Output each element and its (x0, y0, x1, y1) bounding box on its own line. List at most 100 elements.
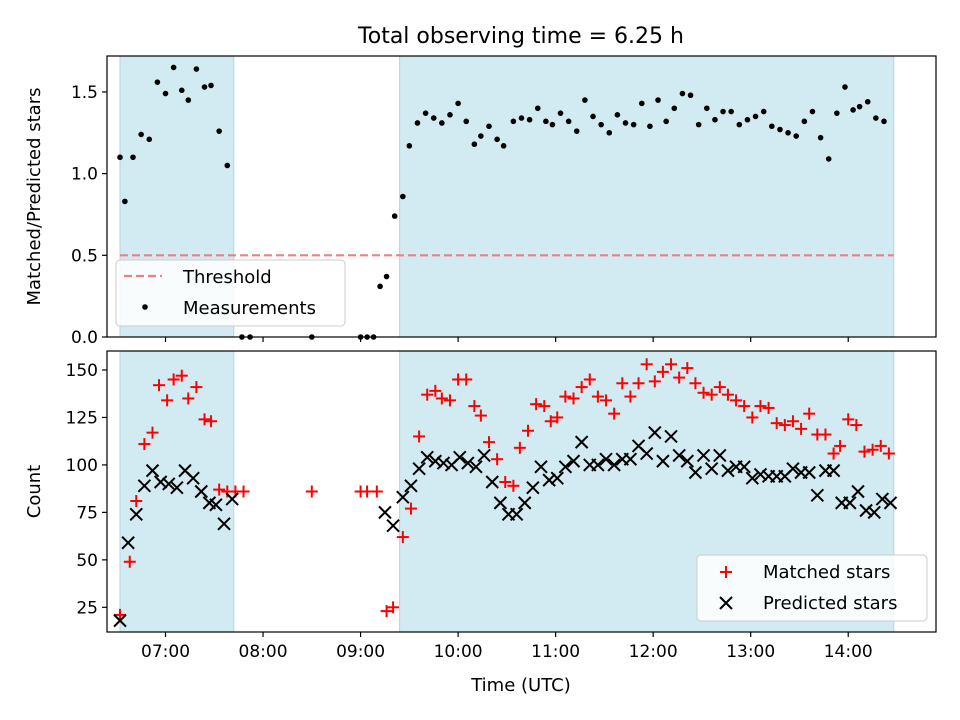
matched-stars-point (778, 419, 791, 432)
matched-stars-point (730, 394, 743, 407)
matched-stars-point (380, 605, 393, 618)
matched-stars-point (632, 377, 645, 390)
measurement-point (549, 121, 556, 128)
matched-stars-point (522, 424, 535, 437)
measurements-legend-swatch (142, 304, 148, 310)
measurement-point (736, 121, 743, 128)
measurement-point (216, 128, 222, 134)
matched-stars-point (746, 411, 759, 424)
matched-stars-point (130, 494, 143, 507)
measurement-point (439, 120, 445, 126)
predicted-stars-point (428, 454, 443, 468)
matched-stars-point (491, 453, 504, 466)
matched-stars-point (721, 388, 734, 401)
measurement-point (138, 131, 144, 138)
matched-stars-point (624, 390, 637, 403)
predicted-stars-point (639, 446, 654, 461)
matched-stars-point (482, 436, 495, 449)
measurement-point (193, 66, 200, 72)
measurement-point (663, 118, 669, 125)
x-tick-label: 09:00 (336, 642, 385, 662)
measurement-point (825, 156, 832, 162)
y-tick-label: 125 (66, 408, 98, 428)
predicted-stars-point (656, 454, 670, 468)
measurement-point (518, 115, 525, 121)
measurement-point (391, 213, 398, 219)
predicted-stars-point (225, 492, 239, 506)
predicted-stars-legend-swatch (719, 596, 733, 610)
matched-stars-point (396, 531, 409, 544)
measurement-point (842, 84, 848, 90)
matched-stars-point (507, 479, 520, 492)
measurement-point (687, 92, 694, 99)
measurement-point (478, 133, 484, 139)
predicted-stars-legend-label: Predicted stars (763, 593, 897, 614)
measurement-point (850, 107, 856, 113)
matched-stars-point (474, 409, 487, 422)
measurement-point (510, 118, 517, 125)
measurement-point (422, 110, 429, 116)
x-tick-label: 12:00 (629, 642, 678, 662)
predicted-stars-point (607, 458, 621, 472)
measurement-point (614, 112, 621, 118)
measurement-point (695, 121, 702, 128)
predicted-stars-point (859, 503, 873, 518)
measurement-point (728, 108, 734, 115)
measurement-point (178, 87, 185, 94)
matched-stars-point (544, 415, 557, 428)
predicted-stars-point (469, 460, 483, 474)
measurement-point (201, 84, 208, 90)
matched-stars-point (640, 358, 653, 371)
predicted-stars-point (386, 518, 400, 533)
measurement-point (744, 116, 751, 123)
matched-stars-point (198, 413, 211, 426)
chart-title: Total observing time = 6.25 h (357, 24, 684, 49)
matched-stars-point (167, 373, 180, 386)
predicted-stars-point (558, 460, 573, 474)
predicted-stars-point (420, 450, 434, 465)
predicted-stars-point (550, 471, 564, 485)
ratio-panel: 0.0 0.5 1.0 1.5 Matched/Predicted stars Thr… (24, 55, 937, 348)
matched-stars-point (738, 400, 751, 413)
legend-box (115, 259, 346, 327)
matched-stars-point (754, 400, 767, 413)
measurement-point (647, 123, 653, 130)
predicted-stars-point (453, 450, 467, 465)
predicted-stars-point (170, 480, 184, 495)
matched-stars-point (858, 445, 871, 458)
y-tick-label: 50 (76, 551, 98, 571)
measurement-point (864, 98, 871, 105)
matched-stars-point (834, 439, 847, 452)
matched-stars-point (697, 386, 710, 399)
matched-stars-point (138, 438, 151, 451)
measurement-point (769, 123, 775, 130)
matched-stars-point (421, 388, 434, 401)
observing-window-band (399, 55, 895, 338)
measurement-point (809, 108, 816, 115)
measurement-point (130, 154, 136, 161)
predicted-stars-point (493, 496, 508, 510)
measurement-point (679, 90, 686, 97)
count-panel-legend: Matched stars Predicted stars (696, 554, 928, 622)
y-tick-label: 1.5 (71, 83, 98, 103)
matched-stars-point (608, 407, 621, 420)
matched-stars-point (648, 375, 661, 388)
measurement-point (598, 121, 604, 128)
predicted-stars-point (209, 498, 223, 512)
matched-stars-point (827, 447, 840, 460)
matched-stars-point (803, 407, 816, 420)
measurement-point (720, 108, 726, 115)
predicted-stars-point (153, 475, 168, 489)
observing-window-band (119, 350, 235, 633)
legend-box (696, 554, 928, 622)
predicted-stars-point (574, 435, 589, 449)
measurement-point (463, 118, 470, 125)
count-panel-y-axis-label: Count (24, 465, 45, 518)
measurement-point (455, 100, 461, 107)
x-tick-label: 11:00 (531, 642, 580, 662)
matched-stars-point (575, 381, 588, 394)
matched-stars-point (435, 392, 448, 405)
predicted-stars-point (672, 448, 686, 463)
matched-stars-point (114, 608, 127, 621)
predicted-stars-point (477, 448, 491, 463)
